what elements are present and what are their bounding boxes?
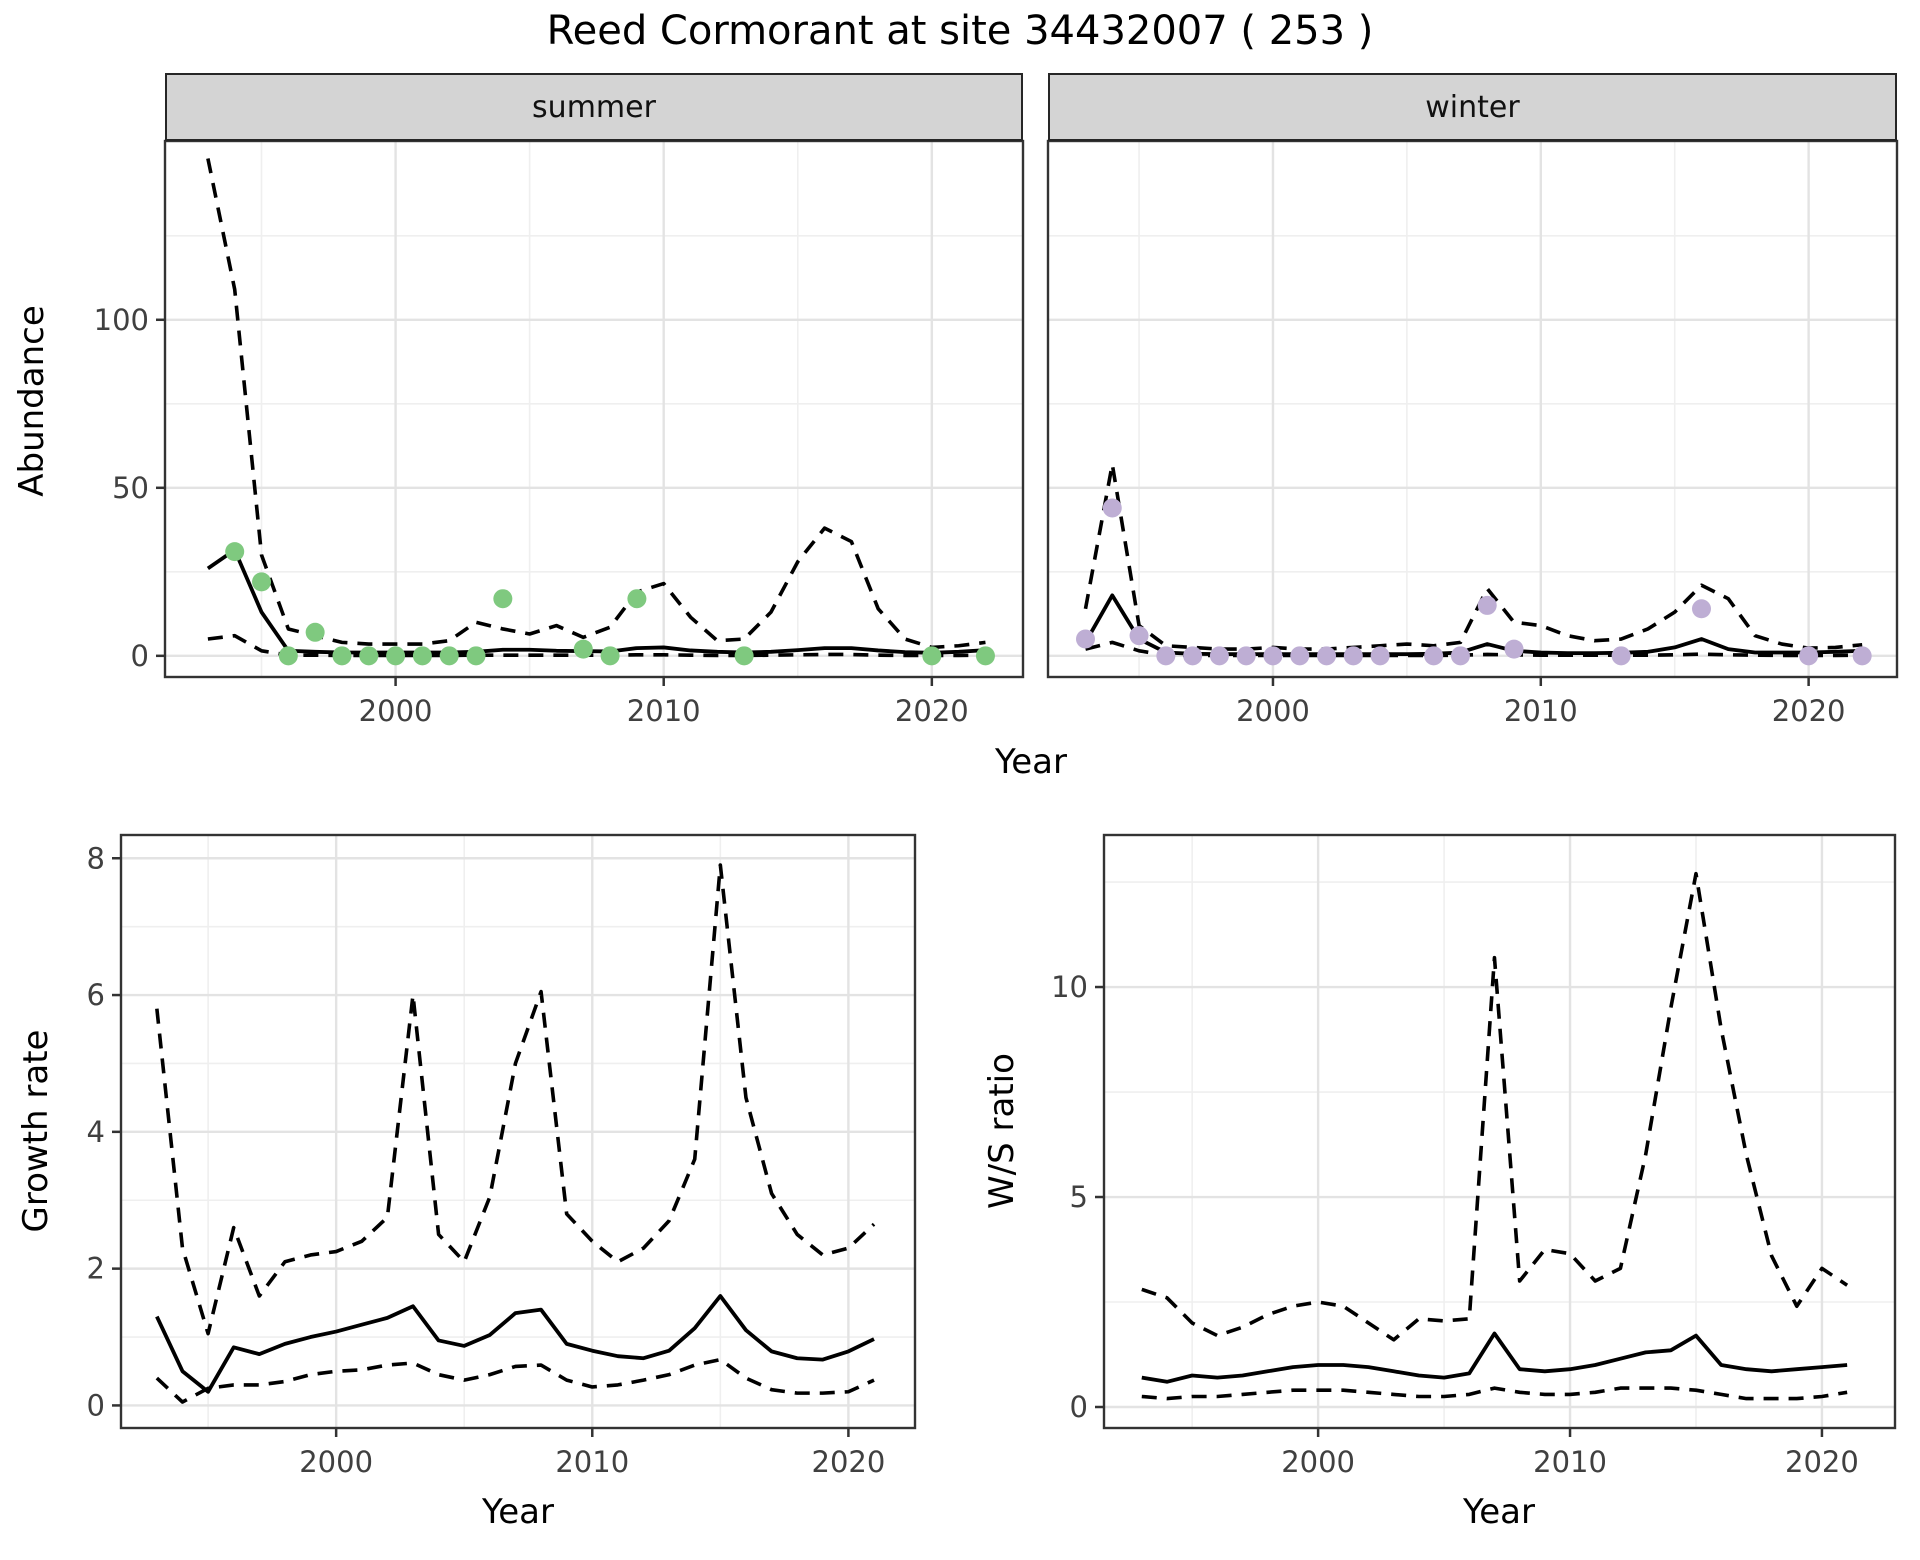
x-tick-label: 2010: [1533, 1445, 1607, 1479]
observed-point: [1263, 646, 1283, 666]
observed-point: [1691, 599, 1711, 619]
mean-line: [1141, 1331, 1848, 1384]
y-tick-label: 8: [87, 841, 105, 875]
observed-point: [1156, 646, 1176, 666]
observed-point: [1477, 595, 1497, 615]
y-tick-label: 6: [87, 978, 105, 1012]
x-tick-label: 2010: [1504, 694, 1578, 728]
observed-point: [1102, 498, 1122, 518]
x-tick-label: 2020: [812, 1445, 886, 1479]
observed-point: [600, 646, 620, 666]
panel-border: [1102, 833, 1897, 1430]
observed-point: [1129, 626, 1149, 646]
observed-point: [1236, 646, 1256, 666]
observed-point: [734, 646, 754, 666]
y-tick-label: 100: [94, 303, 149, 337]
y-tick-label: 10: [1051, 970, 1088, 1004]
y-tick-label: 0: [131, 639, 149, 673]
observed-point: [573, 639, 593, 659]
observed-point: [1450, 646, 1470, 666]
observed-point: [1183, 646, 1203, 666]
y-tick-label: 2: [87, 1252, 105, 1286]
upper-ci-line: [1083, 462, 1863, 651]
chart-title: Reed Cormorant at site 34432007 ( 253 ): [546, 8, 1374, 54]
lower-ci-line: [1141, 1386, 1848, 1401]
mean-line: [155, 1294, 875, 1394]
observed-point: [493, 589, 513, 609]
x-tick-label: 2000: [359, 694, 433, 728]
facet-strip-winter: winter: [1048, 73, 1897, 141]
y-axis-title-ws-ratio: W/S ratio: [982, 1053, 1022, 1209]
y-tick-label: 50: [112, 471, 149, 505]
observed-point: [1209, 646, 1229, 666]
observed-point: [975, 646, 995, 666]
panel-background: [1048, 141, 1897, 677]
panel-ws-ratio: 2000 2010 2020 0 5 10: [1051, 833, 1897, 1479]
x-tick-label: 2000: [1281, 1445, 1355, 1479]
observed-point: [922, 646, 942, 666]
observed-point: [1075, 629, 1095, 649]
y-axis-title-growth-rate: Growth rate: [16, 1029, 56, 1233]
panel-abundance-winter: 2000 2010 2020: [1046, 139, 1899, 728]
observed-point: [412, 646, 432, 666]
observed-point: [1290, 646, 1310, 666]
observed-point: [627, 589, 647, 609]
x-tick-label: 2000: [1236, 694, 1310, 728]
y-tick-label: 4: [87, 1115, 105, 1149]
observed-point: [1504, 639, 1524, 659]
observed-point: [1370, 646, 1390, 666]
observed-point: [359, 646, 379, 666]
panel-border: [163, 139, 1025, 679]
y-tick-label: 5: [1070, 1180, 1088, 1214]
y-tick-label: 0: [1070, 1390, 1088, 1424]
observed-point: [1317, 646, 1337, 666]
observed-point: [278, 646, 298, 666]
observed-point: [225, 542, 245, 562]
upper-ci-line: [206, 158, 986, 650]
observed-point: [1343, 646, 1363, 666]
x-tick-label: 2020: [1772, 694, 1846, 728]
facet-strip-summer: summer: [165, 73, 1023, 141]
panel-growth-rate: 2000 2010 2020 0 2 4 6 8: [87, 833, 917, 1479]
x-tick-label: 2000: [299, 1445, 373, 1479]
observed-point: [1799, 646, 1819, 666]
observed-point: [439, 646, 459, 666]
x-tick-label: 2010: [555, 1445, 629, 1479]
observed-point: [1852, 646, 1872, 666]
observed-point: [252, 572, 272, 592]
x-tick-label: 2020: [1785, 1445, 1859, 1479]
x-tick-label: 2020: [895, 694, 969, 728]
observed-point: [1611, 646, 1631, 666]
panel-background: [165, 141, 1023, 677]
facet-strip-summer-label: summer: [532, 89, 656, 125]
lower-ci-line: [155, 1357, 875, 1404]
x-axis-title-year-ws: Year: [1463, 1492, 1535, 1532]
observed-point: [386, 646, 406, 666]
upper-ci-line: [155, 863, 876, 1336]
x-tick-label: 2010: [627, 694, 701, 728]
upper-ci-line: [1141, 871, 1849, 1342]
facet-strip-winter-label: winter: [1425, 89, 1520, 125]
x-axis-title-year-top: Year: [995, 742, 1067, 782]
x-axis-title-year-growth: Year: [482, 1492, 554, 1532]
y-axis-title-abundance: Abundance: [12, 305, 52, 497]
y-tick-label: 0: [87, 1388, 105, 1422]
observed-point: [1424, 646, 1444, 666]
observed-point: [332, 646, 352, 666]
observed-point: [466, 646, 486, 666]
panel-abundance-summer: 2000 2010 2020 0 50 100: [94, 139, 1025, 728]
panel-border: [1046, 139, 1899, 679]
observed-point: [305, 622, 325, 642]
